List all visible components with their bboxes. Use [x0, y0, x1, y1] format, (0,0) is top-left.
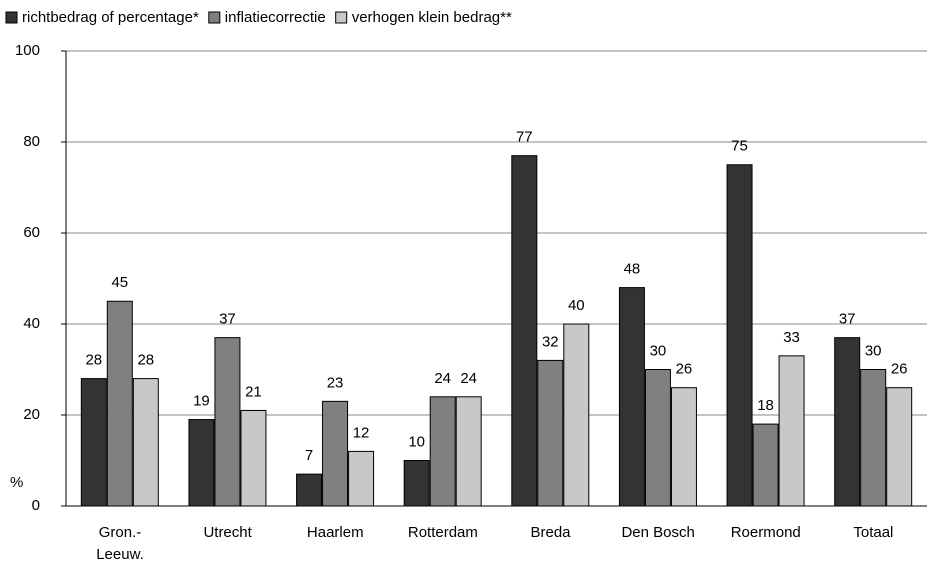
x-tick-label: Haarlem	[306, 524, 364, 541]
bar	[80, 378, 107, 507]
bar	[726, 164, 753, 507]
bar	[511, 155, 538, 507]
x-tick-label: Den Bosch	[621, 524, 695, 541]
bar	[429, 396, 456, 507]
bar	[834, 337, 861, 507]
legend-label: inflatiecorrectie	[225, 9, 326, 26]
y-tick-label: 20	[23, 406, 40, 423]
x-tick-label: Roermond	[730, 524, 801, 541]
bar	[860, 369, 887, 507]
bar	[214, 337, 241, 507]
value-label: 26	[676, 361, 693, 378]
value-label: 37	[219, 311, 236, 328]
bar	[455, 396, 482, 507]
value-label: 23	[327, 374, 344, 391]
bar	[778, 355, 805, 507]
bar	[886, 387, 913, 507]
value-label: 24	[460, 370, 477, 387]
value-label: 26	[891, 361, 908, 378]
value-label: 28	[85, 352, 102, 369]
bar	[188, 419, 215, 507]
y-tick-label: 0	[32, 497, 40, 514]
value-label: 10	[408, 433, 425, 450]
bar	[403, 460, 430, 507]
bar	[752, 423, 779, 507]
bar	[322, 400, 349, 507]
value-label: 45	[111, 274, 128, 291]
bar	[240, 409, 267, 507]
bar	[618, 287, 645, 507]
value-label: 19	[193, 393, 210, 410]
y-tick-label: 100	[15, 42, 40, 59]
bar	[106, 300, 133, 507]
value-label: 30	[650, 342, 667, 359]
value-label: 12	[353, 424, 370, 441]
x-tick-label: Utrecht	[203, 524, 252, 541]
legend-label: verhogen klein bedrag**	[352, 9, 512, 26]
bar	[670, 387, 697, 507]
bar	[563, 323, 590, 507]
value-label: 32	[542, 333, 559, 350]
value-label: 21	[245, 383, 262, 400]
y-tick-label: 40	[23, 315, 40, 332]
x-tick-label: Breda	[530, 524, 571, 541]
value-label: 30	[865, 342, 882, 359]
bar	[348, 450, 375, 507]
value-label: 24	[434, 370, 451, 387]
bar	[296, 473, 323, 507]
x-tick-label: Totaal	[853, 524, 894, 541]
x-tick-label: Rotterdam	[407, 524, 478, 541]
legend-swatch	[335, 11, 348, 24]
value-label: 77	[516, 129, 533, 146]
value-label: 75	[731, 138, 748, 155]
value-label: 7	[305, 447, 313, 464]
value-label: 18	[757, 397, 774, 414]
bar	[537, 359, 564, 507]
y-tick-label: 80	[23, 133, 40, 150]
bar	[644, 369, 671, 507]
legend-label: richtbedrag of percentage*	[22, 9, 199, 26]
y-tick-label: 60	[23, 224, 40, 241]
value-label: 33	[783, 329, 800, 346]
value-label: 48	[624, 261, 641, 278]
bar	[132, 378, 159, 507]
value-label: 40	[568, 297, 585, 314]
value-label: 28	[137, 352, 154, 369]
legend-swatch	[208, 11, 221, 24]
legend-swatch	[5, 11, 18, 24]
x-tick-label: Gron.- Leeuw.	[96, 524, 144, 563]
value-label: 37	[839, 311, 856, 328]
y-axis-label: %	[10, 474, 23, 491]
